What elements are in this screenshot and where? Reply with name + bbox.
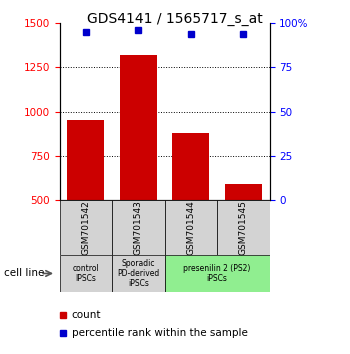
Text: control
IPSCs: control IPSCs [72, 264, 99, 283]
Bar [164, 255, 270, 292]
Text: GSM701545: GSM701545 [239, 200, 248, 255]
Text: GSM701542: GSM701542 [81, 200, 90, 255]
Bar [67, 120, 104, 200]
Text: GSM701543: GSM701543 [134, 200, 143, 255]
Bar [225, 184, 262, 200]
Bar [120, 55, 157, 200]
Text: count: count [72, 310, 101, 320]
Text: GSM701544: GSM701544 [186, 200, 195, 255]
Bar [112, 255, 164, 292]
Text: Sporadic
PD-derived
iPSCs: Sporadic PD-derived iPSCs [117, 258, 159, 289]
Bar [164, 200, 217, 255]
Bar [112, 200, 164, 255]
Text: cell line: cell line [4, 268, 44, 279]
Text: GDS4141 / 1565717_s_at: GDS4141 / 1565717_s_at [87, 12, 263, 27]
Text: presenilin 2 (PS2)
iPSCs: presenilin 2 (PS2) iPSCs [183, 264, 251, 283]
Bar [172, 133, 209, 200]
Bar [60, 255, 112, 292]
Text: percentile rank within the sample: percentile rank within the sample [72, 328, 248, 338]
Bar [217, 200, 270, 255]
Bar [60, 200, 112, 255]
